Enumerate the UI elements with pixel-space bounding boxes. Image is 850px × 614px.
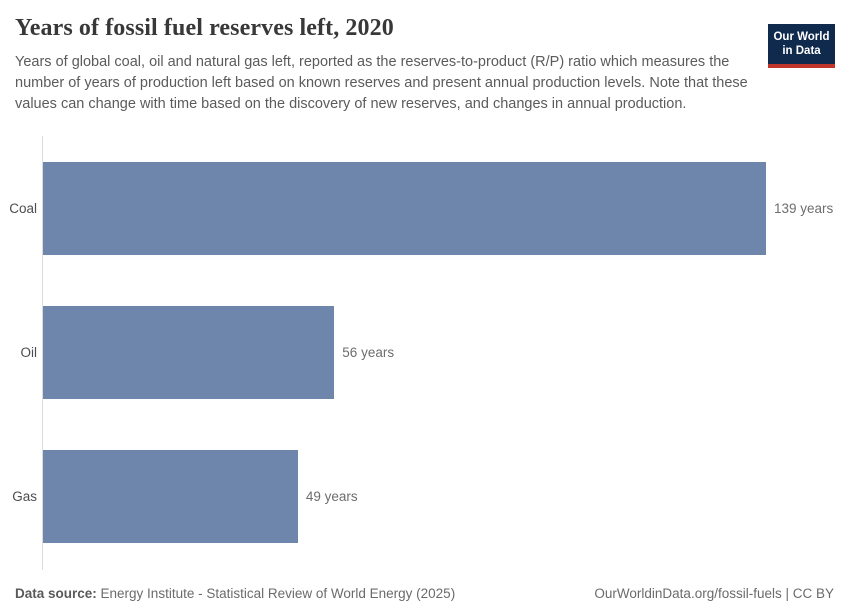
bar-row-gas: Gas 49 years: [0, 424, 850, 568]
data-source: Data source: Energy Institute - Statisti…: [15, 586, 455, 601]
bar-row-oil: Oil 56 years: [0, 280, 850, 424]
bar-oil[interactable]: [43, 305, 335, 399]
value-label-oil: 56 years: [342, 344, 395, 360]
bar-row-coal: Coal 139 years: [0, 136, 850, 280]
category-label-gas: Gas: [12, 488, 37, 504]
chart-title: Years of fossil fuel reserves left, 2020: [15, 15, 394, 41]
chart-page: Years of fossil fuel reserves left, 2020…: [0, 14, 850, 614]
chart-subtitle: Years of global coal, oil and natural ga…: [15, 53, 748, 112]
owid-logo-line2: in Data: [782, 45, 821, 58]
bar-gas[interactable]: [43, 449, 298, 543]
bar-chart: Coal 139 years Oil 56 years Gas 49 years: [0, 136, 850, 570]
owid-logo-line1: Our World: [773, 31, 830, 43]
value-label-gas: 49 years: [305, 488, 358, 504]
category-label-coal: Coal: [9, 200, 37, 216]
data-source-label: Data source:: [15, 586, 97, 601]
category-label-oil: Oil: [20, 344, 38, 360]
value-label-coal: 139 years: [774, 200, 834, 216]
owid-logo[interactable]: Our World in Data: [768, 24, 835, 68]
y-axis-line: [42, 136, 43, 570]
bar-coal[interactable]: [43, 161, 766, 255]
chart-footer: Data source: Energy Institute - Statisti…: [15, 586, 834, 601]
attribution-link[interactable]: OurWorldinData.org/fossil-fuels | CC BY: [594, 586, 834, 601]
data-source-text: Energy Institute - Statistical Review of…: [96, 586, 456, 601]
